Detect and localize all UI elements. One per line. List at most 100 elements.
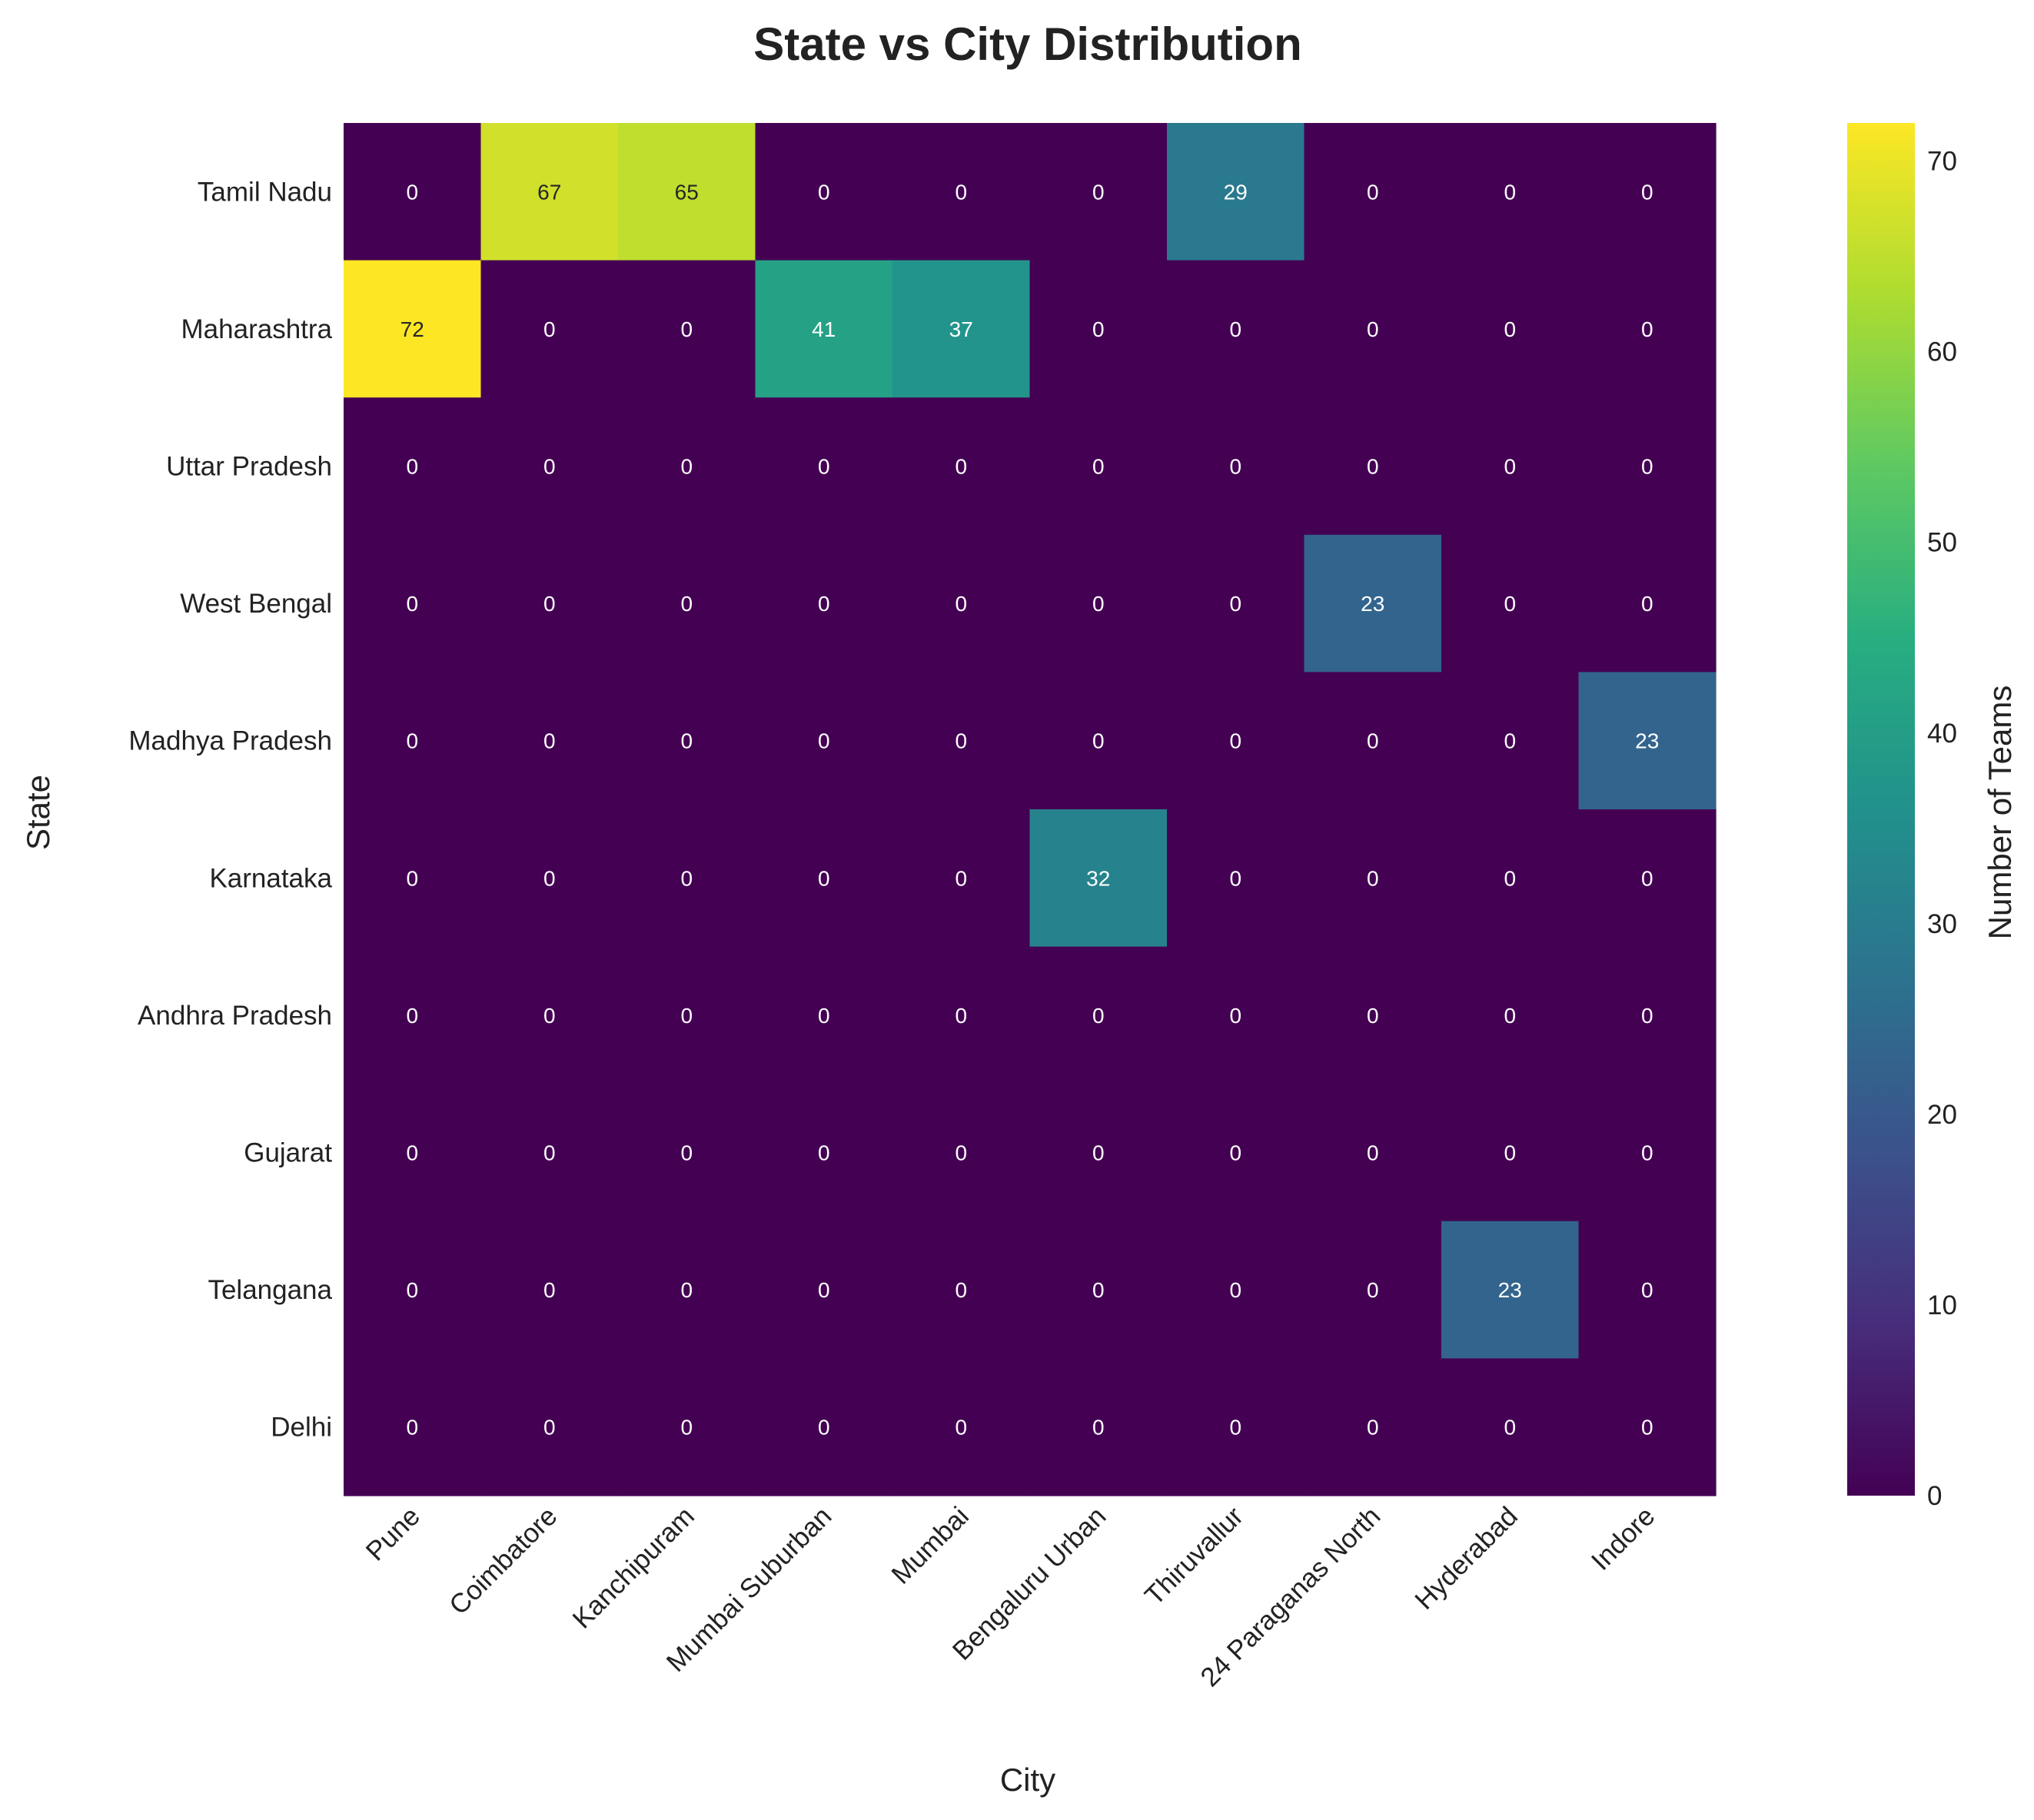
heatmap-cell <box>1578 534 1717 673</box>
heatmap-cell <box>480 397 619 536</box>
heatmap-cell <box>1304 1221 1442 1359</box>
cell-value-label: 0 <box>680 455 693 479</box>
cell-value-label: 0 <box>1504 180 1516 204</box>
cell-value-label: 0 <box>818 1278 830 1302</box>
cell-value-label: 0 <box>1092 317 1105 341</box>
colorbar-gradient <box>1847 123 1915 1496</box>
heatmap-cell <box>755 397 893 536</box>
heatmap-cell <box>1029 809 1168 948</box>
heatmap-cell <box>892 946 1031 1084</box>
heatmap-cell <box>755 1221 893 1359</box>
heatmap-cell <box>1578 1084 1717 1222</box>
x-tick-label: Mumbai <box>886 1501 975 1590</box>
cell-value-label: 0 <box>1641 1141 1653 1165</box>
heatmap-cell <box>1029 397 1168 536</box>
colorbar-tick-label: 50 <box>1927 528 1957 558</box>
heatmap-cell <box>1578 672 1717 810</box>
heatmap-cell <box>1029 123 1168 261</box>
heatmap-cell <box>1029 672 1168 810</box>
cell-value-label: 0 <box>406 729 418 753</box>
heatmap-cell <box>1441 260 1580 398</box>
heatmap-cell <box>755 672 893 810</box>
cell-value-label: 0 <box>955 455 967 479</box>
x-tick-label: Indore <box>1586 1501 1661 1576</box>
heatmap-cell <box>1304 946 1442 1084</box>
heatmap-cell <box>755 1358 893 1496</box>
cell-value-label: 0 <box>1641 317 1653 341</box>
heatmap-cell <box>344 809 482 948</box>
y-tick-label: Andhra Pradesh <box>138 1001 332 1031</box>
heatmap-cell <box>1578 1221 1717 1359</box>
y-tick-labels: Tamil Nadu Maharashtra Uttar Pradesh West B… <box>128 177 332 1442</box>
heatmap-cell <box>755 260 893 398</box>
heatmap-cell <box>344 534 482 673</box>
cell-value-label: 32 <box>1086 866 1110 890</box>
cell-value-label: 0 <box>406 180 418 204</box>
heatmap-cell <box>1029 946 1168 1084</box>
cell-value-label: 0 <box>1367 729 1379 753</box>
heatmap-cell <box>1029 260 1168 398</box>
heatmap-cell <box>480 946 619 1084</box>
heatmap-cell <box>480 123 619 261</box>
heatmap-cell <box>1029 534 1168 673</box>
heatmap-cell <box>1304 809 1442 948</box>
cell-value-label: 0 <box>1504 729 1516 753</box>
cell-value-label: 0 <box>543 455 556 479</box>
cell-value-label: 0 <box>1641 1278 1653 1302</box>
heatmap-cell <box>892 1221 1031 1359</box>
heatmap-cell <box>344 1221 482 1359</box>
heatmap-cell <box>1441 1221 1580 1359</box>
colorbar: 0 10 20 30 40 50 60 70 <box>1847 123 1957 1511</box>
colorbar-tick-label: 60 <box>1927 337 1957 367</box>
heatmap-cell <box>1029 1084 1168 1222</box>
cell-value-label: 0 <box>1092 1004 1105 1028</box>
cell-value-label: 0 <box>1641 592 1653 616</box>
cell-value-label: 0 <box>406 455 418 479</box>
cell-value-label: 0 <box>406 1278 418 1302</box>
cell-value-label: 0 <box>680 1004 693 1028</box>
cell-value-label: 0 <box>1229 1004 1241 1028</box>
heatmap-cell <box>1441 672 1580 810</box>
chart-title: State vs City Distribution <box>753 18 1301 70</box>
x-tick-label: Coimbatore <box>444 1501 563 1621</box>
heatmap-cell <box>1578 260 1717 398</box>
cell-value-label: 0 <box>680 729 693 753</box>
heatmap-cell <box>755 946 893 1084</box>
heatmap-cell <box>480 672 619 810</box>
cell-value-label: 23 <box>1635 729 1659 753</box>
cell-value-label: 0 <box>1229 592 1241 616</box>
heatmap-cell <box>1167 123 1305 261</box>
heatmap-cell <box>755 123 893 261</box>
cell-value-label: 72 <box>400 317 424 341</box>
heatmap-cell <box>755 534 893 673</box>
cell-value-label: 0 <box>1092 1278 1105 1302</box>
cell-value-label: 0 <box>1092 1141 1105 1165</box>
heatmap-cell <box>1441 1084 1580 1222</box>
heatmap-cell <box>344 1084 482 1222</box>
cell-value-label: 0 <box>1367 1004 1379 1028</box>
cell-value-label: 37 <box>949 317 973 341</box>
x-axis-label: City <box>1000 1762 1055 1798</box>
heatmap-cell <box>1441 397 1580 536</box>
cell-value-label: 0 <box>1641 180 1653 204</box>
cell-value-label: 23 <box>1361 592 1384 616</box>
y-tick-label: Delhi <box>271 1413 332 1443</box>
heatmap-cell <box>1167 946 1305 1084</box>
colorbar-tick-label: 20 <box>1927 1100 1957 1130</box>
cell-value-label: 0 <box>406 1416 418 1440</box>
cell-value-label: 0 <box>818 1416 830 1440</box>
heatmap-cell <box>480 260 619 398</box>
heatmap-cells: 0 67 65 0 0 0 29 0 0 0 72 0 0 41 37 0 0 0 0 0 0 0 0 0 0 0 0 0 0 0 0 0 0 0… <box>344 123 1717 1496</box>
cell-value-label: 0 <box>1229 1416 1241 1440</box>
cell-value-label: 0 <box>1504 317 1516 341</box>
heatmap-cell <box>755 1084 893 1222</box>
cell-value-label: 0 <box>1367 1416 1379 1440</box>
cell-value-label: 0 <box>1504 866 1516 890</box>
cell-value-label: 0 <box>1092 1416 1105 1440</box>
cell-value-label: 41 <box>812 317 836 341</box>
heatmap-cell <box>1578 946 1717 1084</box>
heatmap-cell <box>618 946 756 1084</box>
cell-value-label: 0 <box>955 729 967 753</box>
heatmap-cell <box>892 123 1031 261</box>
